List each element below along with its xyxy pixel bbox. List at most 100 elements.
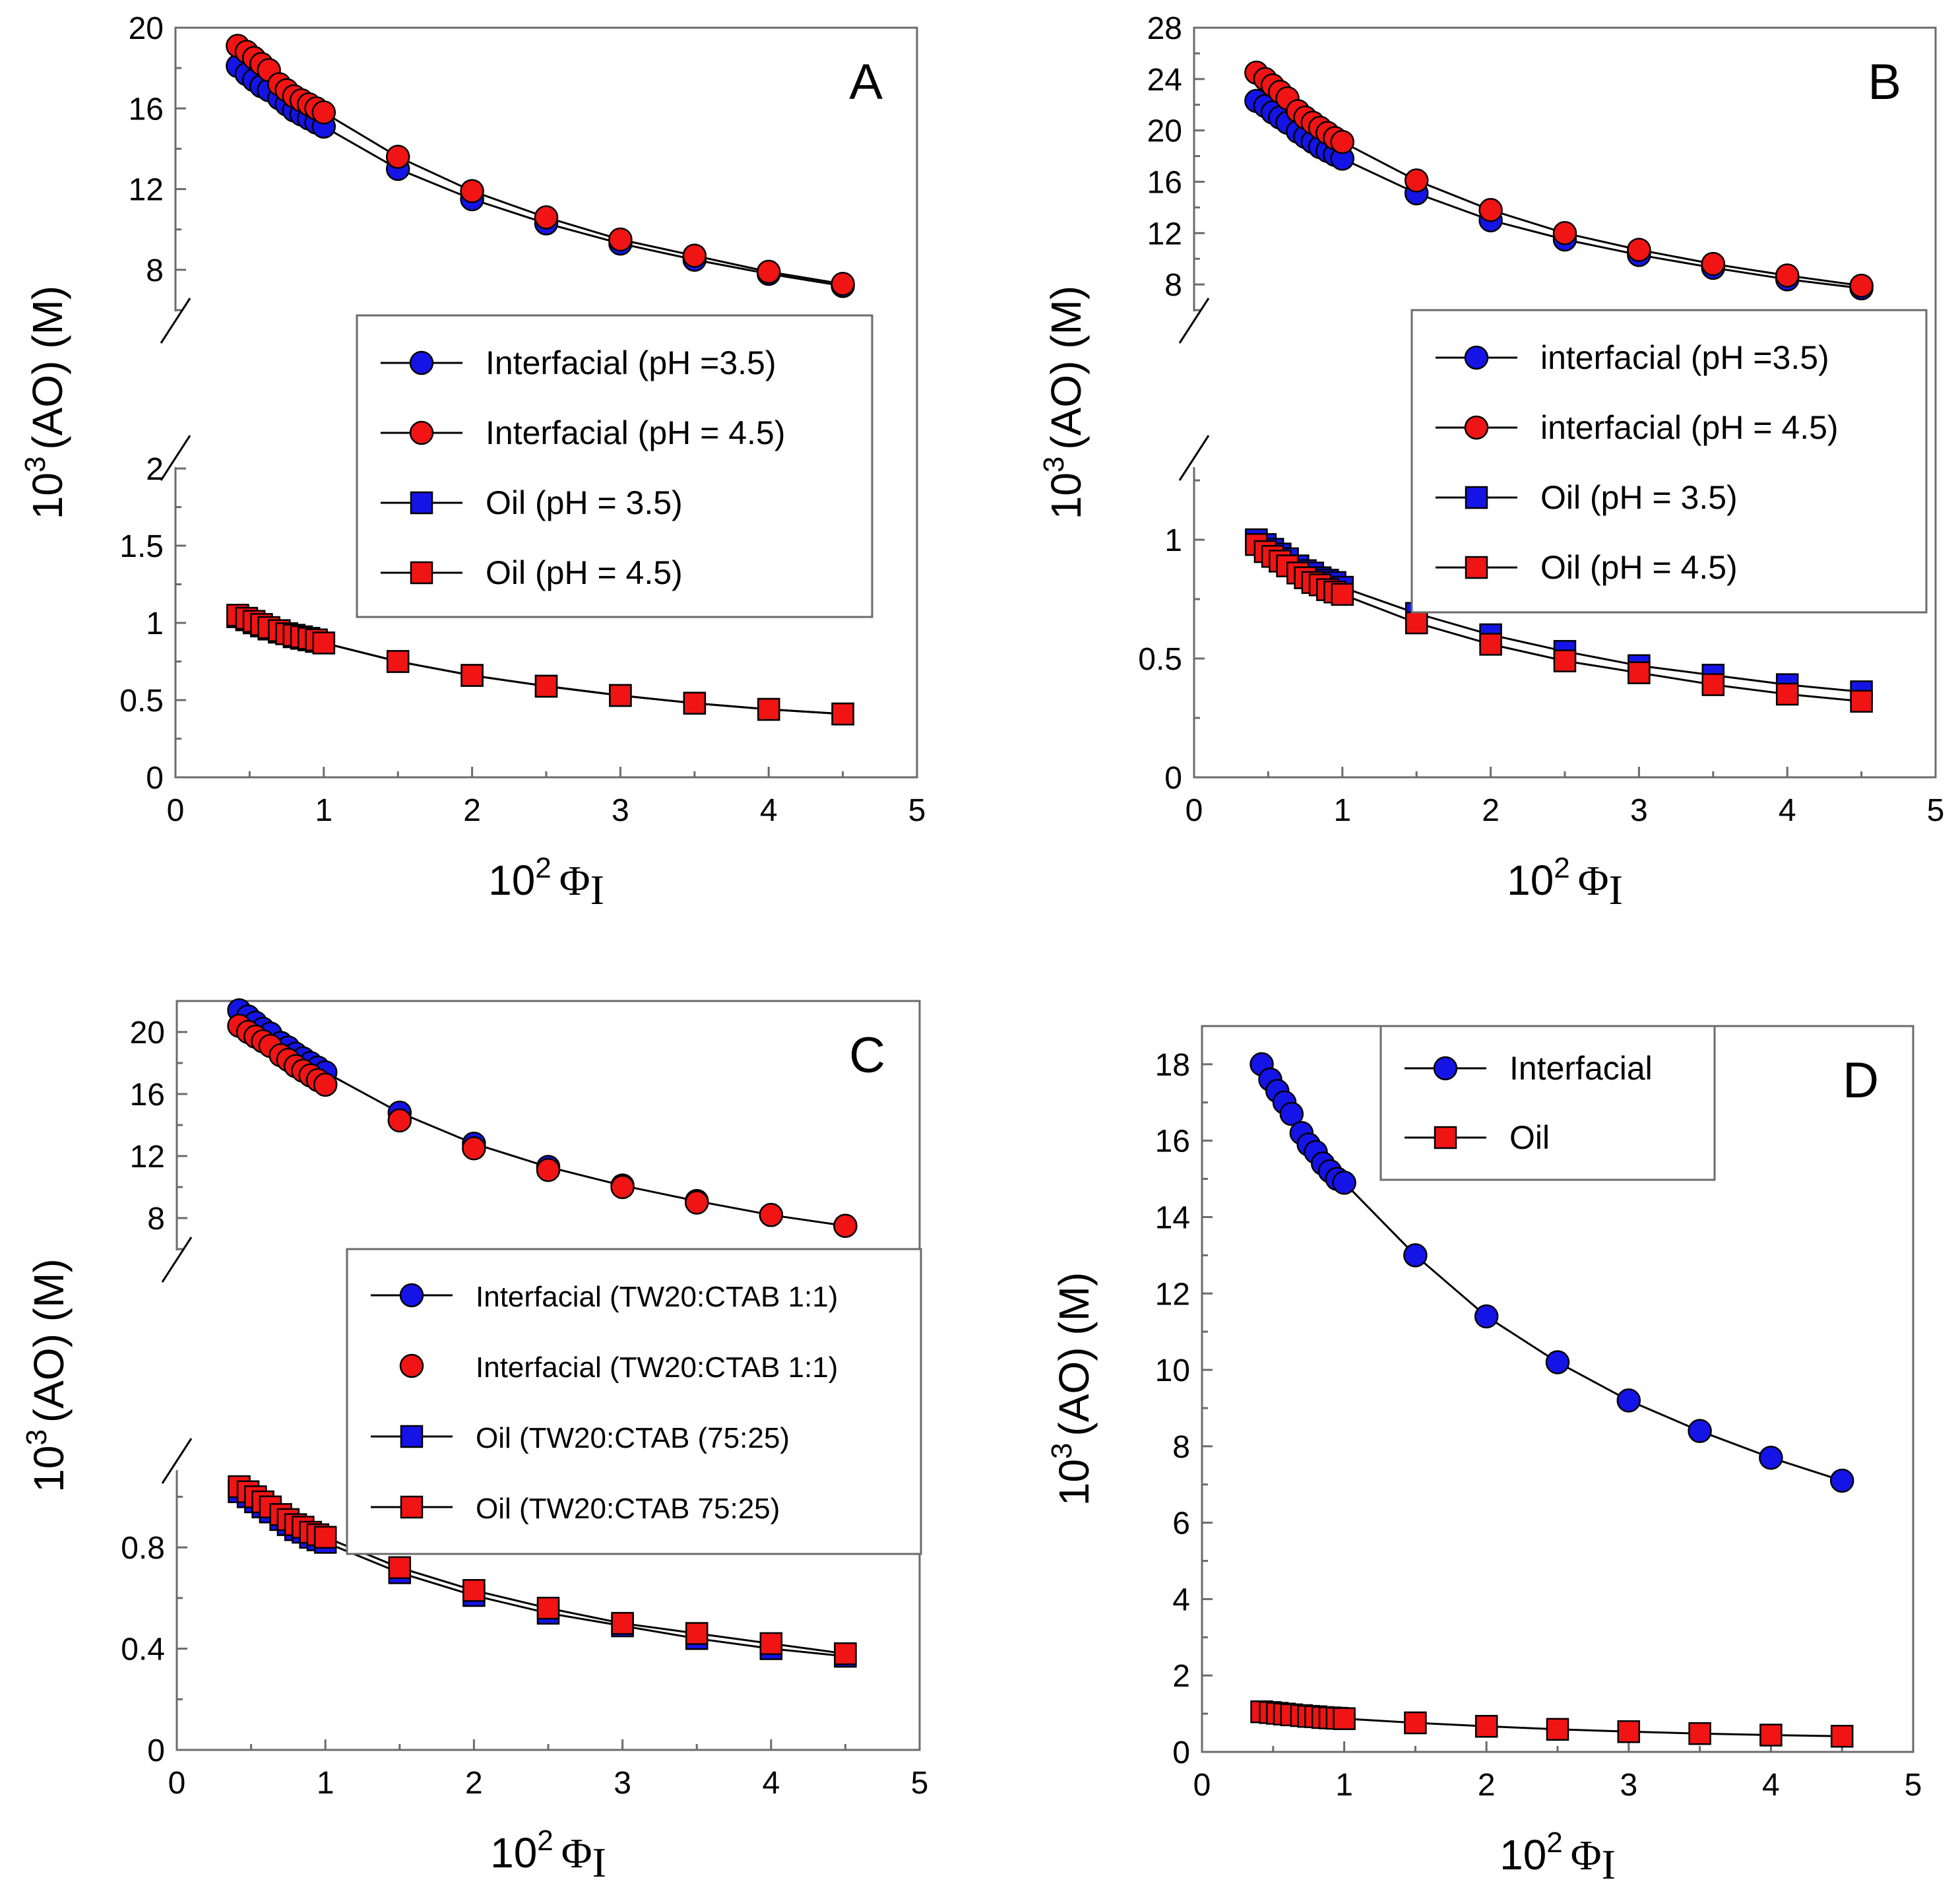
data-point-circle	[1404, 168, 1429, 193]
y-tick-label: 0.4	[121, 1632, 165, 1667]
y-tick-label: 10	[1155, 1353, 1190, 1388]
axis-break-gap	[1190, 311, 1198, 467]
legend-label: Interfacial (TW20:CTAB 1:1)	[476, 1351, 838, 1384]
series-line	[237, 45, 843, 285]
data-point-circle	[460, 179, 484, 203]
data-point-circle	[313, 1072, 338, 1097]
y-tick-label: 20	[129, 11, 164, 46]
series-line	[237, 614, 843, 715]
data-point-circle	[1775, 263, 1800, 288]
data-point-circle	[1403, 1243, 1428, 1268]
y-title-base: 10	[1042, 472, 1090, 519]
legend-label: Interfacial (pH = 4.5)	[486, 414, 785, 451]
x-tick-label: 4	[762, 1766, 780, 1801]
y-tick-label: 2	[146, 452, 164, 487]
y-tick-label: 20	[130, 1016, 165, 1050]
x-title-exp: 2	[1546, 1826, 1562, 1859]
series-line	[238, 1009, 846, 1227]
x-title-sub: I	[1609, 866, 1623, 913]
data-point-square	[834, 1642, 857, 1665]
y-tick-label: 0	[1172, 1735, 1190, 1770]
x-title-exp: 2	[535, 852, 551, 884]
y-tick-label: 4	[1172, 1582, 1190, 1617]
series-line	[237, 616, 843, 715]
legend-label: Interfacial (TW20:CTAB 1:1)	[476, 1281, 838, 1313]
y-tick-label: 0.5	[119, 684, 164, 719]
x-tick-label: 1	[317, 1766, 334, 1801]
y-tick-label: 14	[1155, 1200, 1190, 1235]
series-line	[237, 65, 843, 287]
legend-label: Oil (pH = 4.5)	[1540, 549, 1738, 586]
y-tick-label: 8	[147, 1202, 165, 1237]
y-axis-title: 103 (AO) (M)	[20, 1258, 73, 1492]
data-point-circle	[1279, 1101, 1304, 1126]
x-tick-label: 1	[1335, 1768, 1353, 1803]
legend-label: Oil (pH = 3.5)	[1540, 479, 1738, 516]
y-title-rest: (AO) (M)	[1042, 286, 1090, 450]
axis-break-mark	[1178, 435, 1210, 481]
data-point-square	[831, 702, 854, 726]
data-point-circle	[1330, 129, 1355, 154]
data-point-square	[1474, 1714, 1498, 1738]
panel-label: A	[849, 54, 883, 110]
y-title-base: 10	[25, 1446, 73, 1493]
x-title-base: 10	[1507, 856, 1554, 904]
x-title-sub: I	[1602, 1841, 1616, 1888]
x-axis-title: 102 ΦI	[1500, 1826, 1616, 1888]
x-tick-label: 5	[1905, 1768, 1922, 1803]
y-tick-label: 18	[1155, 1048, 1190, 1083]
x-tick-label: 2	[1478, 1768, 1496, 1803]
data-point-circle	[311, 100, 336, 125]
legend-marker-circle	[1464, 415, 1489, 440]
data-point-circle	[1474, 1304, 1499, 1329]
x-title-exp: 2	[537, 1824, 553, 1857]
data-point-circle	[462, 1136, 486, 1161]
legend-label: Oil (pH = 4.5)	[486, 554, 683, 591]
data-point-square	[1333, 1707, 1356, 1730]
legend-marker-circle	[1464, 345, 1489, 370]
x-tick-label: 4	[1762, 1768, 1780, 1803]
legend-marker-square	[400, 1425, 424, 1448]
data-point-circle	[1627, 238, 1651, 262]
legend-box	[1379, 1025, 1716, 1181]
data-point-square	[462, 1579, 486, 1602]
x-tick-label: 2	[463, 793, 481, 828]
panel-label: D	[1843, 1052, 1879, 1109]
data-point-square	[1775, 682, 1799, 706]
data-point-square	[313, 1526, 337, 1549]
y-tick-label: 0	[147, 1733, 165, 1768]
y-title-exp: 3	[1038, 457, 1070, 472]
legend-box	[1410, 309, 1928, 614]
y-tick-label: 16	[1147, 165, 1182, 200]
panel-label: B	[1868, 54, 1901, 110]
x-tick-label: 0	[167, 793, 185, 828]
legend-marker-square	[400, 1495, 424, 1519]
x-title-symbol: Φ	[1571, 1832, 1602, 1879]
data-point-square	[609, 684, 632, 707]
axis-break-mark	[1178, 298, 1210, 344]
y-tick-label: 2	[1172, 1659, 1190, 1694]
y-tick-label: 16	[1155, 1124, 1190, 1159]
series-line	[1255, 71, 1862, 287]
data-point-square	[1688, 1722, 1711, 1745]
data-point-square	[534, 674, 558, 698]
x-tick-label: 5	[911, 1766, 929, 1801]
data-point-square	[460, 664, 484, 687]
x-axis-title: 102 ΦI	[490, 1824, 606, 1886]
y-tick-label: 1.5	[119, 529, 164, 564]
x-title-base: 10	[488, 856, 535, 904]
data-point-square	[1628, 661, 1651, 684]
data-point-square	[1701, 673, 1725, 696]
y-axis-title: 103 (AO) (M)	[19, 286, 71, 519]
legend-marker-circle	[409, 420, 434, 445]
data-point-circle	[682, 243, 707, 268]
y-tick-label: 0	[1164, 761, 1182, 796]
data-point-circle	[833, 1213, 858, 1238]
y-tick-label: 12	[130, 1140, 165, 1175]
y-axis-title: 103 (AO) (M)	[1046, 1272, 1098, 1506]
y-tick-label: 0	[146, 761, 164, 796]
data-point-square	[611, 1611, 634, 1635]
legend-label: Interfacial	[1509, 1050, 1653, 1087]
x-tick-label: 3	[614, 1766, 631, 1801]
